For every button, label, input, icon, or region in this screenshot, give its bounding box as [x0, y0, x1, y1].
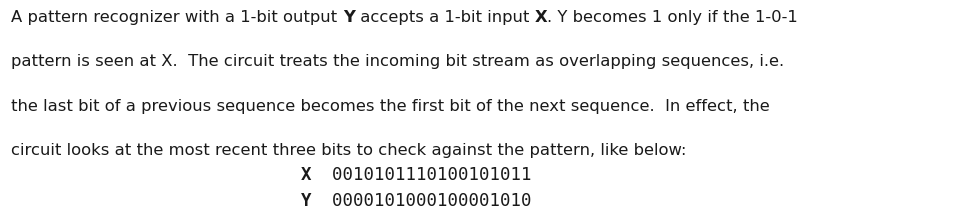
Text: circuit looks at the most recent three bits to check against the pattern, like b: circuit looks at the most recent three b…: [11, 143, 686, 158]
Text: accepts a 1-bit input: accepts a 1-bit input: [355, 10, 534, 25]
Text: the last bit of a previous sequence becomes the first bit of the next sequence. : the last bit of a previous sequence beco…: [11, 99, 769, 114]
Text: A pattern recognizer with a 1-bit output: A pattern recognizer with a 1-bit output: [11, 10, 342, 25]
Text: pattern is seen at X.  The circuit treats the incoming bit stream as overlapping: pattern is seen at X. The circuit treats…: [11, 54, 783, 69]
Text: X: X: [534, 10, 546, 25]
Text: . Y becomes 1 only if the 1-0-1: . Y becomes 1 only if the 1-0-1: [546, 10, 797, 25]
Text: Y: Y: [342, 10, 355, 25]
Text: Y: Y: [300, 192, 311, 210]
Text: 0010101110100101011: 0010101110100101011: [311, 166, 531, 184]
Text: 0000101000100001010: 0000101000100001010: [311, 192, 531, 210]
Text: X: X: [300, 166, 311, 184]
